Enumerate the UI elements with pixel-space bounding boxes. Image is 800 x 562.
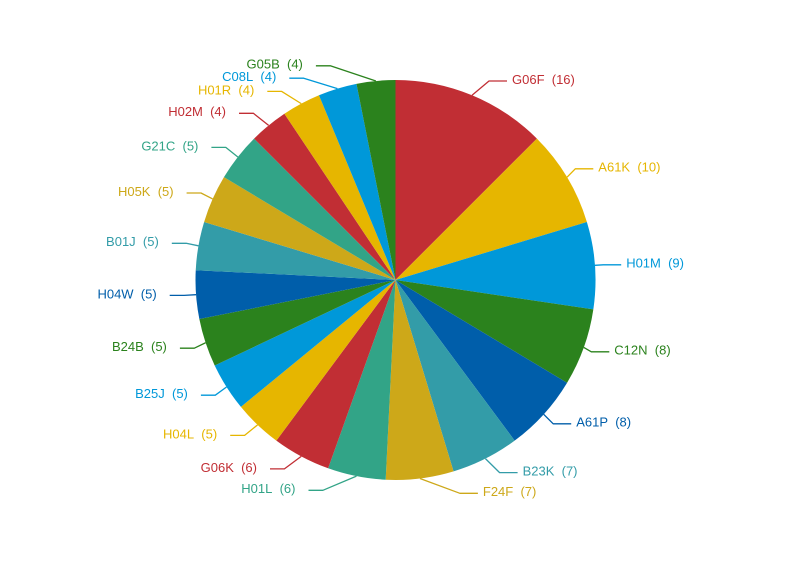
svg-text:G06F (16): G06F (16) [512,72,575,87]
svg-text:F24F (7): F24F (7) [483,484,536,499]
svg-text:B01J (5): B01J (5) [106,234,159,249]
svg-text:C08L (4): C08L (4) [222,69,276,84]
svg-text:C12N (8): C12N (8) [614,343,670,358]
svg-text:H01M (9): H01M (9) [626,256,684,271]
svg-text:G21C (5): G21C (5) [141,138,198,153]
svg-text:B25J (5): B25J (5) [135,386,188,401]
svg-text:G05B (4): G05B (4) [247,57,303,72]
svg-text:H02M (4): H02M (4) [168,104,226,119]
svg-text:B24B (5): B24B (5) [112,339,167,354]
svg-text:H05K (5): H05K (5) [118,184,174,199]
svg-text:G06K (6): G06K (6) [201,460,257,475]
svg-text:H01L (6): H01L (6) [241,481,295,496]
svg-text:H01R (4): H01R (4) [198,82,254,97]
svg-text:B23K (7): B23K (7) [523,464,578,479]
svg-text:H04W (5): H04W (5) [97,286,156,301]
svg-text:A61K (10): A61K (10) [598,160,660,175]
svg-text:H04L (5): H04L (5) [163,426,217,441]
svg-text:A61P (8): A61P (8) [576,415,631,430]
